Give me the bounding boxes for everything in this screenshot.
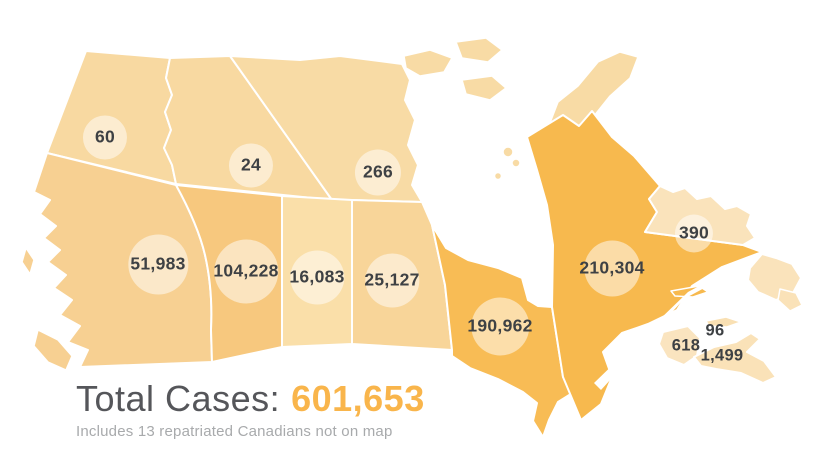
label-british-columbia-cases: 51,983	[127, 234, 188, 294]
label-bubble	[82, 115, 127, 159]
region-nova-scotia	[693, 332, 777, 384]
region-cape-breton-island	[777, 288, 803, 312]
region-nunavut-belcher-islands	[493, 171, 503, 181]
label-manitoba-cases: 25,127	[364, 253, 419, 307]
label-nwt-cases: 24	[228, 143, 273, 187]
region-nunavut-island-west	[403, 49, 453, 77]
region-newfoundland-island	[747, 253, 802, 301]
label-bubble	[127, 234, 188, 294]
label-pei-cases: 96	[705, 321, 725, 340]
region-bc-haida-gwaii	[21, 247, 35, 275]
label-alberta-cases: 104,228	[213, 239, 278, 303]
repatriated-note: Includes 13 repatriated Canadians not on…	[76, 423, 393, 440]
label-bubble	[364, 253, 419, 307]
label-nova-scotia-cases: 1,499	[700, 346, 744, 365]
label-bubble	[583, 240, 640, 296]
total-cases-value: 601,653	[291, 378, 425, 419]
label-bubble	[213, 239, 278, 303]
label-saskatchewan-cases: 16,083	[289, 250, 344, 304]
label-quebec-cases: 210,304	[579, 240, 644, 296]
region-nunavut-southampton-island	[461, 75, 507, 101]
total-cases-line: Total Cases: 601,653	[76, 378, 425, 420]
region-nunavut-belcher-islands	[502, 146, 514, 158]
region-nunavut-island-north	[455, 37, 503, 63]
total-cases-summary: Total Cases: 601,653 Includes 13 repatri…	[76, 378, 425, 440]
label-nunavut-cases: 266	[354, 149, 401, 195]
region-prince-edward-island	[705, 316, 742, 328]
label-bubble	[674, 214, 713, 252]
total-cases-label: Total Cases:	[76, 378, 281, 419]
region-bc-vancouver-island	[33, 329, 73, 371]
st-lawrence-river	[594, 253, 760, 390]
label-bubble	[354, 149, 401, 195]
label-newfoundland-labrador-cases: 390	[674, 214, 713, 252]
region-new-brunswick	[658, 325, 701, 366]
label-ontario-cases: 190,962	[467, 297, 532, 355]
label-new-brunswick-cases: 618	[671, 336, 701, 355]
label-bubble	[289, 250, 344, 304]
region-nunavut-belcher-islands	[511, 158, 521, 168]
label-bubble	[228, 143, 273, 187]
label-bubble	[470, 297, 529, 355]
label-yukon-cases: 60	[82, 115, 127, 159]
